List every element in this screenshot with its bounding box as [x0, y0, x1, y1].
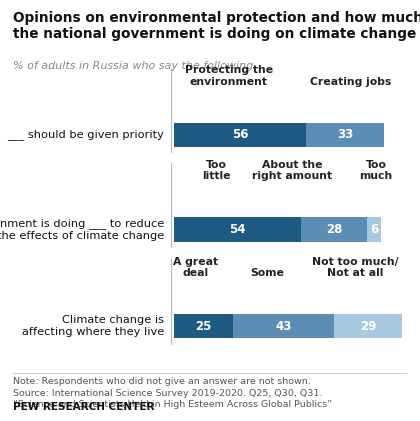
Text: Protecting the
environment: Protecting the environment: [185, 65, 273, 87]
Text: 28: 28: [326, 223, 342, 236]
Bar: [334, 314, 402, 338]
Text: Opinions on environmental protection and how much
the national government is doi: Opinions on environmental protection and…: [13, 11, 420, 41]
Text: Creating jobs: Creating jobs: [310, 77, 391, 87]
Text: Not too much/
Not at all: Not too much/ Not at all: [312, 257, 398, 278]
Bar: [306, 123, 383, 147]
Text: 25: 25: [196, 320, 212, 333]
Text: ___ should be given priority: ___ should be given priority: [7, 129, 164, 140]
Text: PEW RESEARCH CENTER: PEW RESEARCH CENTER: [13, 402, 154, 412]
Text: Too
little: Too little: [202, 160, 231, 181]
Text: Climate change is
affecting where they live: Climate change is affecting where they l…: [21, 315, 164, 338]
Text: 33: 33: [337, 128, 353, 141]
Bar: [367, 217, 381, 242]
Text: 29: 29: [360, 320, 376, 333]
Text: 6: 6: [370, 223, 378, 236]
Bar: [174, 217, 301, 242]
Text: Government is doing ___ to reduce
the effects of climate change: Government is doing ___ to reduce the ef…: [0, 218, 164, 241]
Text: 54: 54: [230, 223, 246, 236]
Bar: [233, 314, 334, 338]
Text: Some: Some: [250, 268, 284, 278]
Bar: [301, 217, 367, 242]
Text: 43: 43: [276, 320, 292, 333]
Text: 56: 56: [232, 128, 248, 141]
Text: % of adults in Russia who say the following: % of adults in Russia who say the follow…: [13, 61, 253, 71]
Text: Note: Respondents who did not give an answer are not shown.
Source: Internationa: Note: Respondents who did not give an an…: [13, 377, 332, 409]
Bar: [174, 123, 306, 147]
Text: Too
much: Too much: [359, 160, 393, 181]
Bar: [174, 314, 233, 338]
Text: A great
deal: A great deal: [173, 257, 218, 278]
Text: About the
right amount: About the right amount: [252, 160, 332, 181]
